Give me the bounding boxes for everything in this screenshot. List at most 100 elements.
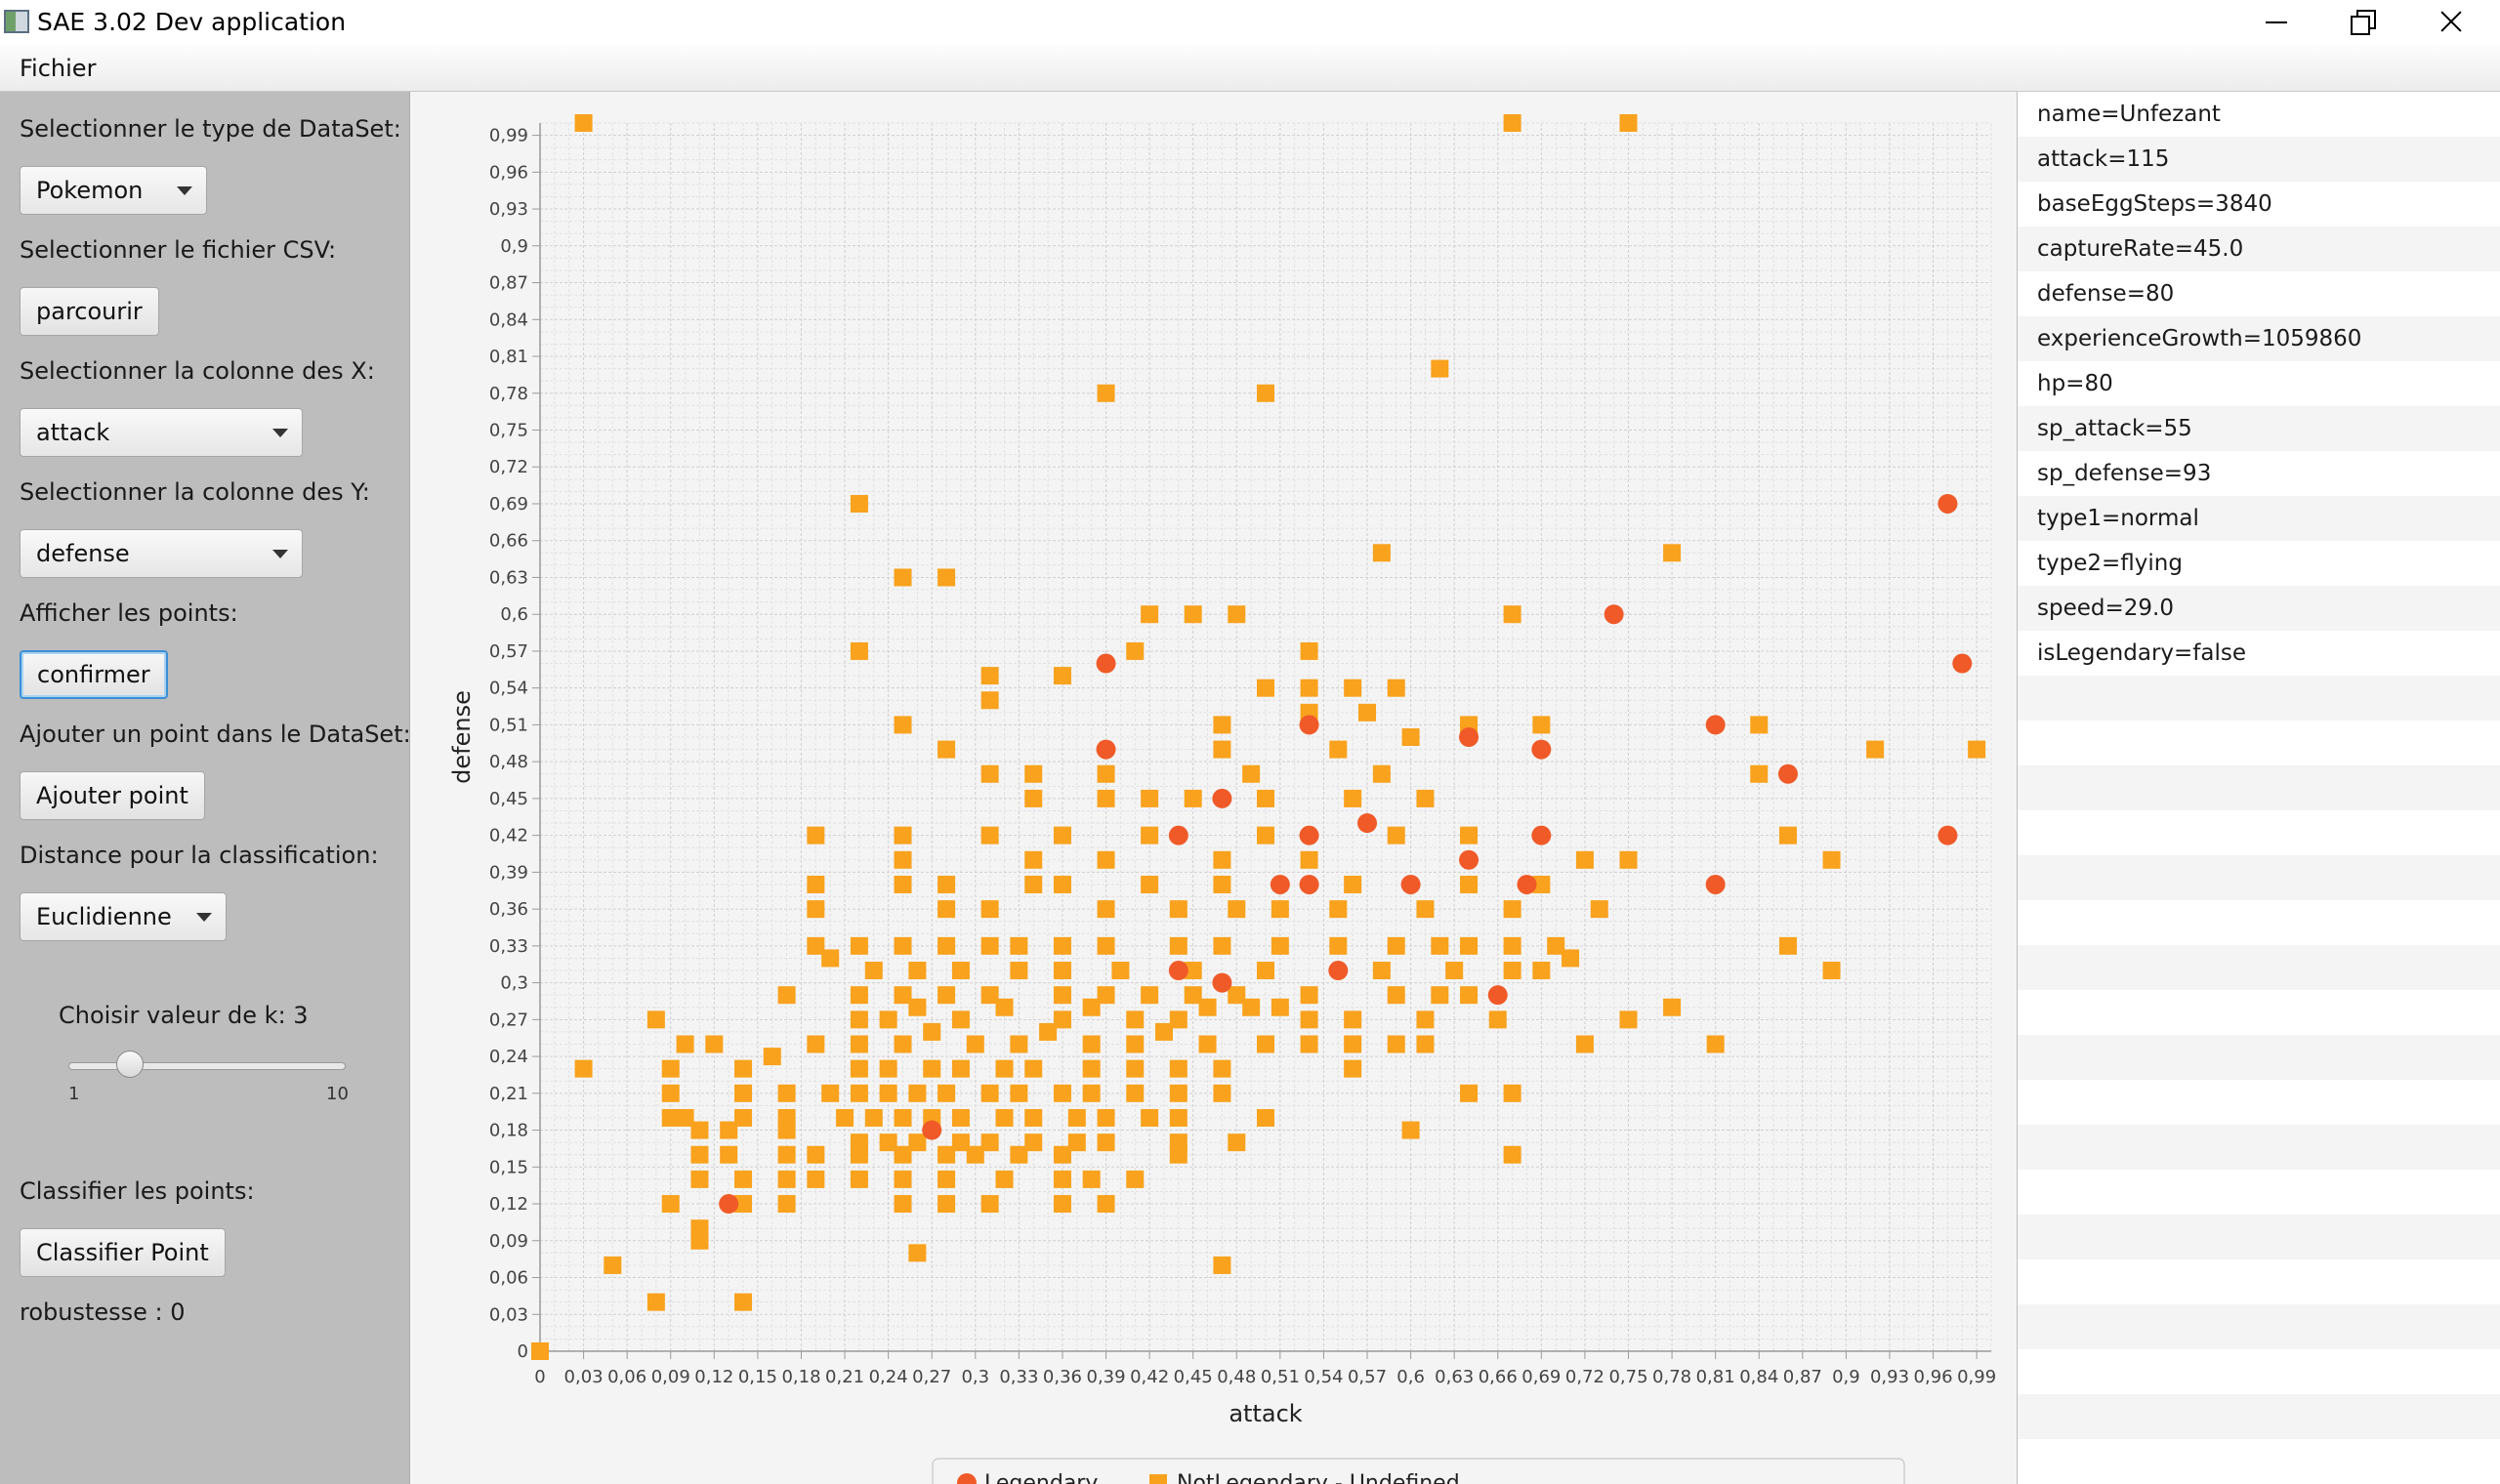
app-icon [4, 10, 29, 33]
data-point-square [705, 1035, 724, 1053]
data-point-circle [1777, 763, 1798, 784]
data-point-square [734, 1059, 753, 1078]
x-column-combo[interactable]: attack [20, 408, 303, 457]
data-point-square [661, 1108, 680, 1127]
y-tick-label: 0,15 [489, 1157, 528, 1177]
data-point-square [980, 764, 999, 783]
y-tick-label: 0 [518, 1341, 528, 1362]
detail-row[interactable]: speed=29.0 [2018, 586, 2500, 631]
data-point-square [995, 1170, 1014, 1188]
distance-combo[interactable]: Euclidienne [20, 892, 227, 941]
detail-row[interactable]: attack=115 [2018, 137, 2500, 182]
minimize-button[interactable] [2232, 0, 2320, 45]
y-tick-label: 0,45 [489, 789, 528, 809]
detail-row[interactable]: name=Unfezant [2037, 102, 2221, 127]
y-tick-label: 0,48 [489, 752, 528, 772]
detail-row[interactable]: type1=normal [2018, 496, 2500, 541]
data-point-square [1154, 1022, 1173, 1041]
chevron-down-icon [272, 550, 288, 558]
data-point-circle [1212, 788, 1232, 808]
classify-button[interactable]: Classifier Point [20, 1228, 226, 1277]
data-point-square [1329, 936, 1348, 955]
data-point-square [1213, 875, 1231, 893]
data-point-square [850, 1035, 868, 1053]
data-point-square [1706, 1035, 1725, 1053]
k-slider-track[interactable] [68, 1062, 346, 1070]
x-tick-label: 0,36 [1043, 1367, 1082, 1387]
y-tick-label: 0,3 [500, 973, 528, 994]
y-tick-label: 0,12 [489, 1194, 528, 1215]
data-point-square [1053, 986, 1071, 1005]
data-point-square [1344, 789, 1362, 807]
data-point-square [777, 1195, 796, 1214]
data-point-square [850, 986, 868, 1005]
data-point-square [1213, 716, 1231, 734]
detail-row[interactable]: baseEggSteps=3840 [2037, 191, 2272, 217]
data-point-square [1242, 764, 1261, 783]
confirm-button[interactable]: confirmer [20, 650, 168, 699]
data-point-square [1329, 740, 1348, 759]
detail-row[interactable]: defense=80 [2037, 281, 2175, 307]
detail-row[interactable]: sp_defense=93 [2037, 461, 2212, 486]
data-point-square [908, 998, 927, 1016]
x-tick-label: 0,93 [1870, 1367, 1909, 1387]
data-point-square [938, 1084, 956, 1102]
data-point-circle [1487, 985, 1508, 1006]
dataset-type-combo[interactable]: Pokemon [20, 166, 207, 215]
data-point-square [690, 1231, 709, 1250]
data-point-square [1619, 850, 1638, 869]
y-column-combo[interactable]: defense [20, 529, 303, 578]
data-point-square [850, 1170, 868, 1188]
detail-row[interactable]: sp_attack=55 [2018, 406, 2500, 451]
data-point-square [1503, 605, 1521, 624]
data-point-circle [1459, 727, 1479, 747]
browse-button[interactable]: parcourir [20, 287, 159, 336]
menu-fichier[interactable]: Fichier [20, 55, 97, 82]
data-point-square [1271, 936, 1289, 955]
x-column-label: Selectionner la colonne des X: [20, 357, 375, 385]
data-point-square [1460, 875, 1479, 893]
detail-row[interactable]: type2=flying [2037, 551, 2183, 576]
x-tick-label: 0,45 [1174, 1367, 1213, 1387]
y-tick-label: 0,24 [489, 1047, 528, 1067]
detail-row[interactable]: isLegendary=false [2037, 640, 2247, 666]
data-point-square [1503, 936, 1521, 955]
empty-row [2018, 721, 2500, 765]
data-point-square [894, 875, 912, 893]
data-point-square [1126, 1170, 1145, 1188]
data-point-square [1575, 1035, 1594, 1053]
detail-row[interactable]: experienceGrowth=1059860 [2018, 316, 2500, 361]
data-point-square [908, 1084, 927, 1102]
add-point-button[interactable]: Ajouter point [20, 771, 205, 820]
data-point-circle [1705, 715, 1726, 735]
data-point-square [1431, 986, 1449, 1005]
data-point-square [807, 1170, 825, 1188]
empty-row [2018, 1080, 2500, 1125]
x-tick-label: 0,27 [912, 1367, 951, 1387]
robustness-label: robustesse : 0 [20, 1298, 186, 1326]
k-slider-thumb[interactable] [115, 1051, 144, 1078]
data-point-square [1053, 1170, 1071, 1188]
x-tick-label: 0,33 [999, 1367, 1038, 1387]
data-point-square [894, 1035, 912, 1053]
x-tick-label: 0,54 [1304, 1367, 1343, 1387]
detail-row[interactable]: captureRate=45.0 [2018, 227, 2500, 271]
x-tick-label: 0,75 [1608, 1367, 1647, 1387]
data-point-square [777, 986, 796, 1005]
restore-button[interactable] [2317, 0, 2405, 45]
data-point-square [879, 1134, 897, 1152]
data-point-square [1039, 1022, 1058, 1041]
data-point-square [1257, 1108, 1274, 1127]
close-button[interactable] [2406, 0, 2494, 45]
empty-row [2018, 810, 2500, 855]
data-point-square [807, 875, 825, 893]
detail-row[interactable]: hp=80 [2037, 371, 2113, 396]
data-point-square [938, 986, 956, 1005]
data-point-square [1010, 1035, 1028, 1053]
data-point-square [1169, 1059, 1188, 1078]
data-point-square [1387, 986, 1405, 1005]
data-point-square [894, 1195, 912, 1214]
x-tick-label: 0,57 [1348, 1367, 1387, 1387]
data-point-square [1532, 962, 1551, 980]
y-tick-label: 0,03 [489, 1304, 528, 1325]
